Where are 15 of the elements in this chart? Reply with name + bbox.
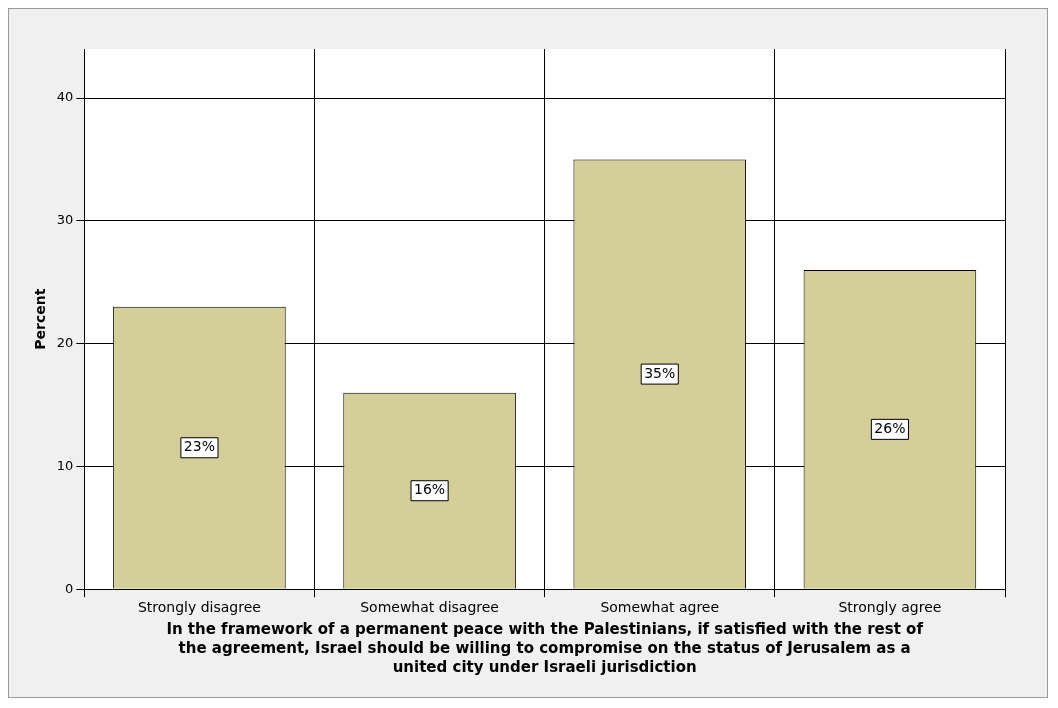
y-tick-label: 40 [56, 89, 74, 105]
data-label: 35% [644, 364, 676, 381]
x-tick-label: Strongly agree [838, 599, 942, 616]
x-tick-label: Somewhat disagree [360, 599, 499, 616]
data-label: 26% [874, 419, 906, 436]
y-tick-label: 10 [56, 457, 74, 473]
y-tick-label: 30 [56, 212, 74, 228]
y-tick-label: 0 [65, 580, 74, 596]
data-label: 16% [414, 481, 446, 498]
x-axis-title: In the framework of a permanent peace with the Palestinians, if satisfied with the rest of the agreement, Israel should be willing to compromise on the status of Jerusalem as a united city under Israeli jurisdiction [166, 620, 924, 676]
data-label: 23% [183, 438, 215, 455]
x-tick-label: Strongly disagree [137, 599, 261, 616]
x-tick-label: Somewhat agree [600, 599, 720, 616]
y-tick-label: 20 [56, 335, 74, 351]
y-axis-title: Percent [32, 288, 49, 350]
